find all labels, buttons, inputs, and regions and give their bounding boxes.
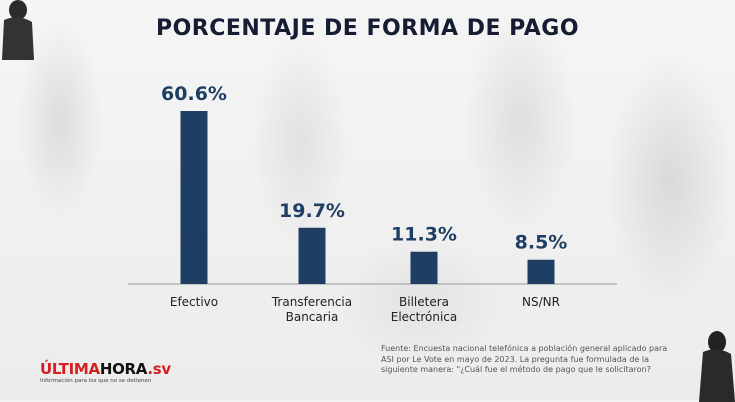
category-label-1: Transferencia Bancaria xyxy=(271,295,352,324)
bar-0 xyxy=(180,111,208,284)
logo-tagline: Información para los que no se detienen xyxy=(40,378,152,384)
bar-2 xyxy=(410,251,438,284)
chart-title: PORCENTAJE DE FORMA DE PAGO xyxy=(155,16,580,41)
category-label-3: NS/NR xyxy=(522,295,560,309)
ultimahora-logo: ÚLTIMAHORA.sv Información para los que n… xyxy=(40,361,171,384)
data-label-1: 19.7% xyxy=(279,200,345,222)
source-note: Fuente: Encuesta nacional telefónica a p… xyxy=(381,344,668,374)
category-label-0: Efectivo xyxy=(170,295,218,309)
person-silhouette-right xyxy=(699,331,735,402)
logo-text-hora: HORA xyxy=(99,360,148,378)
bar-3 xyxy=(527,259,555,284)
logo-text-ultima: ÚLTIMA xyxy=(40,360,100,378)
data-label-2: 11.3% xyxy=(391,224,457,246)
logo-text-domain: .sv xyxy=(147,360,171,378)
person-silhouette-left xyxy=(2,0,34,60)
data-label-3: 8.5% xyxy=(515,232,568,254)
bar-1 xyxy=(298,227,326,284)
category-label-2: Billetera Electrónica xyxy=(391,295,458,324)
data-label-0: 60.6% xyxy=(161,83,227,105)
